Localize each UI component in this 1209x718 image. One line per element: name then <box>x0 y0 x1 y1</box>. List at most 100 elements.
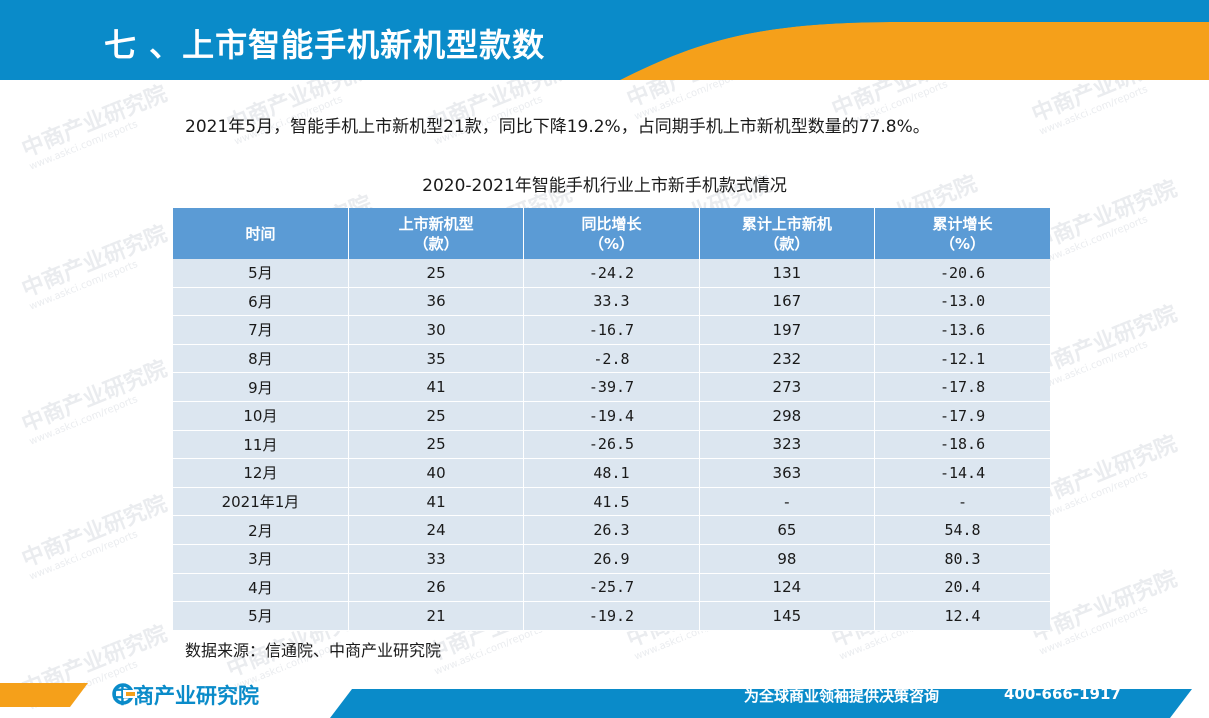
table-cell: 41.5 <box>523 487 700 517</box>
watermark-text: 中商产业研究院 <box>18 356 171 438</box>
column-header: 累计增长 （%） <box>874 208 1050 259</box>
table-cell: 232 <box>699 344 876 374</box>
column-header-label: 累计增长 <box>932 214 993 233</box>
table-cell: 48.1 <box>523 458 700 488</box>
table-cell: 30 <box>348 315 525 345</box>
table-cell: -2.8 <box>523 344 700 374</box>
table-cell: -19.4 <box>523 401 700 431</box>
table-cell: -26.5 <box>523 430 700 460</box>
table-cell: -24.2 <box>523 259 700 288</box>
table-row: 6月 36 33.3 167 -13.0 <box>173 287 1050 317</box>
table-cell: 363 <box>699 458 876 488</box>
table-cell: -39.7 <box>523 372 700 402</box>
column-header: 时间 <box>173 208 349 259</box>
column-header-label: 上市新机型 <box>398 214 474 233</box>
table-row: 2021年1月 41 41.5- - <box>173 487 1050 517</box>
table-cell: 40 <box>348 458 525 488</box>
table-cell: 167 <box>699 287 876 317</box>
table-cell: - <box>874 487 1050 517</box>
table-cell: -13.0 <box>874 287 1050 317</box>
table-cell: 26.3 <box>523 515 700 545</box>
table-cell: 26 <box>348 573 525 603</box>
table-cell: 12.4 <box>874 601 1050 631</box>
table-row: 11月 25 -26.5 323 -18.6 <box>173 430 1050 460</box>
table-cell: -25.7 <box>523 573 700 603</box>
watermark-url: www.askci.com/reports <box>27 259 140 313</box>
table-cell: 145 <box>699 601 876 631</box>
watermark-text: 中商产业研究院 <box>18 81 171 163</box>
table-row: 9月 41 -39.7 273 -17.8 <box>173 372 1050 402</box>
table-cell: 41 <box>348 487 525 517</box>
table-title: 2020-2021年智能手机行业上市新手机款式情况 <box>422 176 787 196</box>
table-cell: 25 <box>348 401 525 431</box>
source-note: 数据来源：信通院、中商产业研究院 <box>185 641 442 660</box>
table-cell: 197 <box>699 315 876 345</box>
column-header: 累计上市新机 （款） <box>699 208 876 259</box>
table-cell: -17.9 <box>874 401 1050 431</box>
table-row: 3月 33 26.9 98 80.3 <box>173 544 1050 574</box>
column-header-unit: （款） <box>764 234 810 253</box>
watermark-text: 中商产业研究院 <box>1028 566 1181 648</box>
watermark-url: www.askci.com/reports <box>1037 604 1150 658</box>
table-cell: -17.8 <box>874 372 1050 402</box>
watermark-url: www.askci.com/reports <box>1037 84 1150 138</box>
table-cell: -19.2 <box>523 601 700 631</box>
table-cell: - <box>699 487 876 517</box>
table-cell: 5月 <box>173 259 349 288</box>
header-decoration <box>0 0 1209 80</box>
table-cell: 273 <box>699 372 876 402</box>
table-row: 12月 40 48.1 363 -14.4 <box>173 458 1050 488</box>
watermark-text: 中商产业研究院 <box>18 491 171 573</box>
table-cell: 80.3 <box>874 544 1050 574</box>
watermark-url: www.askci.com/reports <box>27 119 140 173</box>
table-cell: 131 <box>699 259 876 288</box>
logo-icon <box>112 683 137 705</box>
footer-slogan: 为全球商业领袖提供决策咨询 <box>744 687 940 705</box>
table-cell: 33 <box>348 544 525 574</box>
table-cell: -16.7 <box>523 315 700 345</box>
table-cell: 41 <box>348 372 525 402</box>
table-cell: 9月 <box>173 372 349 402</box>
table-cell: 124 <box>699 573 876 603</box>
footer-decoration <box>0 683 1192 718</box>
column-header-unit: （%） <box>588 234 634 253</box>
table-body: 5月 25 -24.2 131 -20.6 6月 36 33.3 167 -13.0 7月 30 -16… <box>173 259 1050 631</box>
table-cell: 65 <box>699 515 876 545</box>
page-title: 七 、上市智能手机新机型款数 <box>104 26 546 64</box>
summary-text: 2021年5月，智能手机上市新机型21款，同比下降19.2%，占同期手机上市新机… <box>185 117 930 137</box>
watermark-url: www.askci.com/reports <box>27 394 140 448</box>
table-cell: 10月 <box>173 401 349 431</box>
table-cell: 4月 <box>173 573 349 603</box>
table-cell: -14.4 <box>874 458 1050 488</box>
column-header-label: 累计上市新机 <box>741 214 832 233</box>
column-header-unit: （款） <box>413 234 459 253</box>
footer-logo: 中商产业研究院 <box>112 683 259 708</box>
table-row: 4月 26 -25.7 124 20.4 <box>173 573 1050 603</box>
table-cell: 20.4 <box>874 573 1050 603</box>
table-cell: 6月 <box>173 287 349 317</box>
table-cell: 36 <box>348 287 525 317</box>
table-cell: 8月 <box>173 344 349 374</box>
column-header: 上市新机型 （款） <box>348 208 525 259</box>
footer-bar: 中商产业研究院 为全球商业领袖提供决策咨询 400-666-1917 <box>0 683 1209 718</box>
table-cell: -18.6 <box>874 430 1050 460</box>
table-cell: 298 <box>699 401 876 431</box>
table-header-row: 时间 上市新机型 （款） 同比增长 （%） 累计上市新机 （款） 累计增长 （%） <box>173 208 1050 259</box>
table-cell: 5月 <box>173 601 349 631</box>
table-cell: 2月 <box>173 515 349 545</box>
table-cell: 323 <box>699 430 876 460</box>
table-cell: -13.6 <box>874 315 1050 345</box>
table-row: 5月 25 -24.2 131 -20.6 <box>173 259 1050 288</box>
table-cell: 26.9 <box>523 544 700 574</box>
watermark-text: 中商产业研究院 <box>18 221 171 303</box>
table-cell: 3月 <box>173 544 349 574</box>
watermark-url: www.askci.com/reports <box>1037 339 1150 393</box>
table-cell: 11月 <box>173 430 349 460</box>
footer-phone: 400-666-1917 <box>1004 685 1121 703</box>
